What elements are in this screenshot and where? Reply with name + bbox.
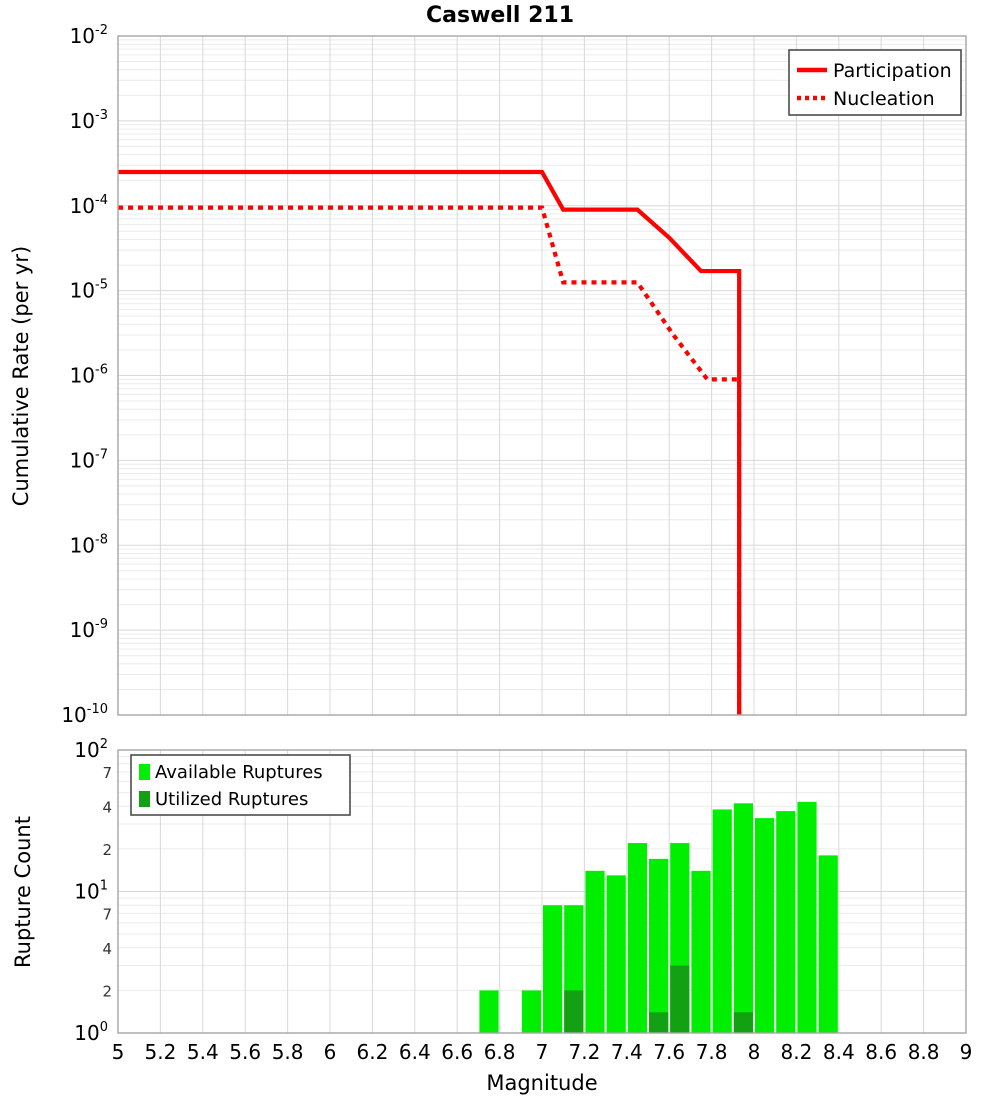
top-legend: Participation Nucleation (788, 49, 962, 116)
bottom-ytick-4: 4 (102, 940, 112, 958)
xtick-6: 6 (324, 1040, 337, 1064)
top-ytick--10: 10-10 (61, 702, 108, 727)
bottom-ytick-70: 7 (102, 764, 112, 782)
xtick-8.2: 8.2 (780, 1040, 812, 1064)
bar-utilized (564, 990, 584, 1033)
x-tick-labels: 5 5.2 5.4 5.6 5.8 6 6.2 6.4 6.6 6.8 7 7.2 7.4 7.6 7.8 8… (112, 1040, 973, 1064)
bottom-plot-frame (117, 749, 967, 1034)
bar-utilized (733, 1012, 753, 1033)
xtick-5: 5 (112, 1040, 125, 1064)
bar-utilized (649, 1012, 669, 1033)
bar-utilized (670, 965, 690, 1033)
bar-available (691, 870, 711, 1033)
bar-available (521, 990, 541, 1033)
bottom-ytick-100: 102 (74, 737, 108, 762)
xtick-7: 7 (536, 1040, 549, 1064)
xtick-5.6: 5.6 (229, 1040, 261, 1064)
bar-available (797, 801, 817, 1033)
xtick-5.4: 5.4 (187, 1040, 219, 1064)
xtick-5.2: 5.2 (144, 1040, 176, 1064)
xtick-6.4: 6.4 (399, 1040, 431, 1064)
top-y-tick-labels: 10-2 10-3 10-4 10-5 10-6 10-7 10-8 10-9 10-10 (61, 23, 108, 727)
bar-available (818, 855, 838, 1033)
top-ytick--5: 10-5 (70, 278, 108, 303)
legend-label-utilized-ruptures: Utilized Ruptures (155, 789, 308, 810)
top-ytick--8: 10-8 (70, 532, 108, 557)
bottom-ytick-7: 7 (102, 905, 112, 923)
top-panel: 10-2 10-3 10-4 10-5 10-6 10-7 10-8 10-9 10-10 Cu… (9, 23, 967, 727)
xtick-5.8: 5.8 (272, 1040, 304, 1064)
bottom-legend-box (130, 754, 351, 816)
xtick-9: 9 (960, 1040, 973, 1064)
xtick-8.4: 8.4 (823, 1040, 855, 1064)
top-series-group (118, 169, 742, 715)
top-ytick--2: 10-2 (70, 23, 108, 48)
x-axis-label: Magnitude (486, 1071, 597, 1095)
bottom-y-axis-label: Rupture Count (11, 816, 35, 968)
xtick-6.2: 6.2 (356, 1040, 388, 1064)
bar-available (755, 818, 775, 1033)
bar-available (585, 870, 605, 1033)
bottom-ytick-20: 2 (102, 841, 112, 859)
xtick-8: 8 (748, 1040, 761, 1064)
bar-group (479, 801, 838, 1034)
xtick-6.8: 6.8 (484, 1040, 516, 1064)
legend-label-available-ruptures: Available Ruptures (155, 762, 323, 783)
xtick-7.2: 7.2 (568, 1040, 600, 1064)
legend-swatch-utilized-ruptures (139, 791, 150, 807)
bar-available (606, 875, 626, 1033)
series-nucleation (118, 205, 742, 715)
bar-available (776, 811, 796, 1033)
top-ytick--3: 10-3 (70, 108, 108, 133)
bottom-ytick-1: 100 (74, 1020, 108, 1045)
bottom-legend: Available Ruptures Utilized Ruptures (130, 754, 351, 816)
legend-swatch-available-ruptures (139, 764, 150, 780)
bar-available (733, 803, 753, 1033)
page-title: Caswell 211 (426, 3, 574, 28)
xtick-8.6: 8.6 (865, 1040, 897, 1064)
top-ytick--7: 10-7 (70, 447, 108, 472)
top-y-axis-label: Cumulative Rate (per yr) (9, 246, 33, 506)
top-ytick--9: 10-9 (70, 617, 108, 642)
top-plot-frame (117, 35, 967, 716)
bottom-ytick-40: 4 (102, 798, 112, 816)
xtick-8.8: 8.8 (908, 1040, 940, 1064)
bar-available (712, 809, 732, 1033)
xtick-7.8: 7.8 (696, 1040, 728, 1064)
bottom-ytick-10: 101 (74, 879, 108, 904)
xtick-6.6: 6.6 (441, 1040, 473, 1064)
xtick-7.6: 7.6 (653, 1040, 685, 1064)
bar-available (649, 858, 669, 1033)
top-ytick--6: 10-6 (70, 363, 108, 388)
bar-available (627, 843, 647, 1033)
legend-label-nucleation: Nucleation (833, 88, 935, 110)
series-participation (118, 169, 742, 715)
top-legend-box (788, 49, 962, 116)
xtick-7.4: 7.4 (611, 1040, 643, 1064)
top-ytick--4: 10-4 (70, 193, 108, 218)
bar-available (479, 990, 499, 1033)
bottom-ytick-2: 2 (102, 982, 112, 1000)
legend-label-participation: Participation (833, 60, 952, 82)
top-grid-vertical (117, 36, 967, 715)
bar-available (543, 905, 563, 1033)
